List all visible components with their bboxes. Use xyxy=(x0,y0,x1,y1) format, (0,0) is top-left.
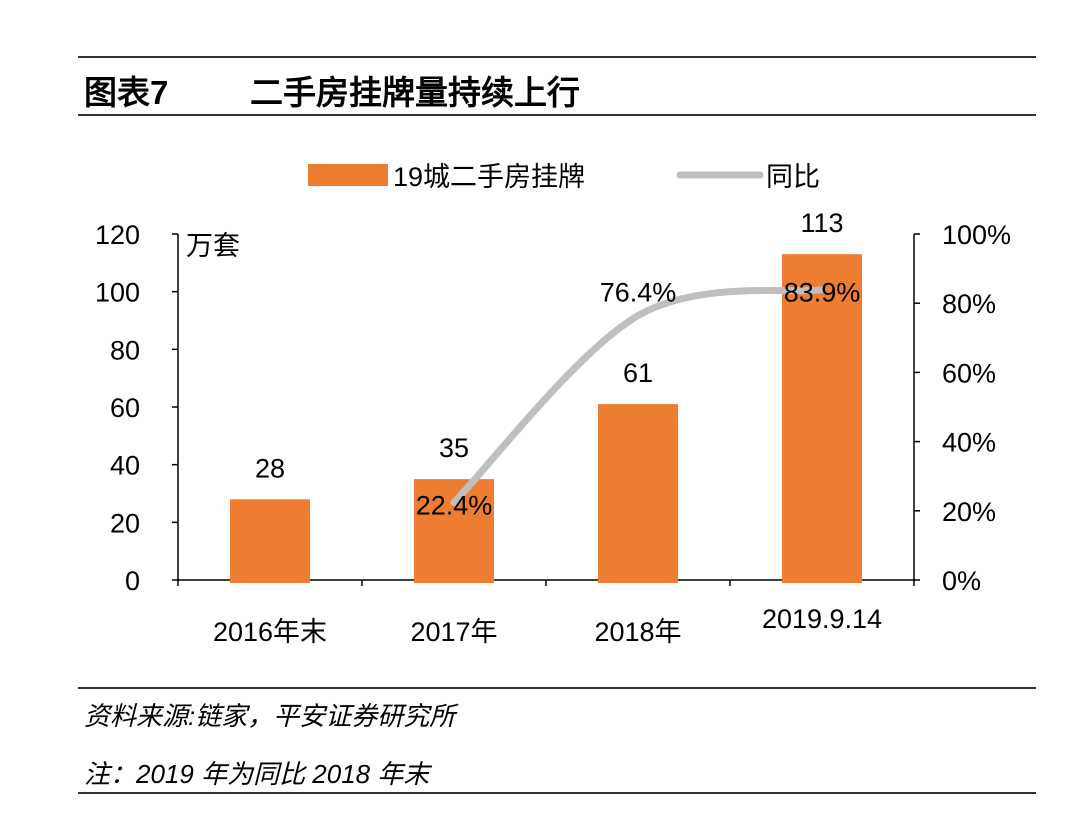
left-tick-label: 0 xyxy=(125,566,140,596)
right-tick-label: 40% xyxy=(942,428,996,458)
bar xyxy=(598,404,678,583)
figure-title-text: 二手房挂牌量持续上行 xyxy=(250,74,580,111)
legend-line-label: 同比 xyxy=(766,162,820,192)
left-tick-label: 60 xyxy=(110,393,140,423)
line-value-label: 83.9% xyxy=(784,278,861,308)
left-axis-unit: 万套 xyxy=(186,231,240,261)
right-tick-label: 80% xyxy=(942,289,996,319)
figure-title: 图表7 二手房挂牌量持续上行 xyxy=(84,66,580,114)
right-tick-label: 60% xyxy=(942,358,996,388)
left-tick-label: 100 xyxy=(95,278,140,308)
bar-value-label: 61 xyxy=(623,358,653,388)
x-tick-label: 2018年 xyxy=(594,617,681,647)
footer-rule xyxy=(78,687,1036,689)
line-value-label: 22.4% xyxy=(416,490,493,520)
figure-label: 图表7 xyxy=(84,74,169,111)
right-tick-label: 0% xyxy=(942,566,981,596)
left-tick-label: 80 xyxy=(110,335,140,365)
left-tick-label: 40 xyxy=(110,451,140,481)
bar xyxy=(782,254,862,583)
title-rule xyxy=(78,114,1036,116)
top-rule xyxy=(78,56,1036,58)
x-tick-label: 2017年 xyxy=(410,617,497,647)
legend-bar-swatch xyxy=(308,164,388,186)
left-tick-label: 120 xyxy=(95,220,140,250)
x-tick-label: 2019.9.14 xyxy=(762,604,882,634)
bottom-rule xyxy=(78,792,1036,794)
bar-value-label: 28 xyxy=(255,453,285,483)
source-text: 资料来源:链家，平安证券研究所 xyxy=(84,701,456,731)
x-tick-label: 2016年末 xyxy=(213,617,327,647)
bar xyxy=(414,479,494,583)
bar-value-label: 35 xyxy=(439,433,469,463)
line-value-label: 76.4% xyxy=(600,278,677,308)
right-tick-label: 100% xyxy=(942,220,1011,250)
yoy-line xyxy=(450,286,826,506)
bar-value-label: 113 xyxy=(800,208,843,238)
left-tick-label: 20 xyxy=(110,508,140,538)
legend: 19城二手房挂牌 同比 xyxy=(308,162,820,192)
bar xyxy=(230,499,310,583)
right-tick-label: 20% xyxy=(942,497,996,527)
note-text: 注：2019 年为同比 2018 年末 xyxy=(84,759,430,789)
legend-bar-label: 19城二手房挂牌 xyxy=(393,162,585,192)
